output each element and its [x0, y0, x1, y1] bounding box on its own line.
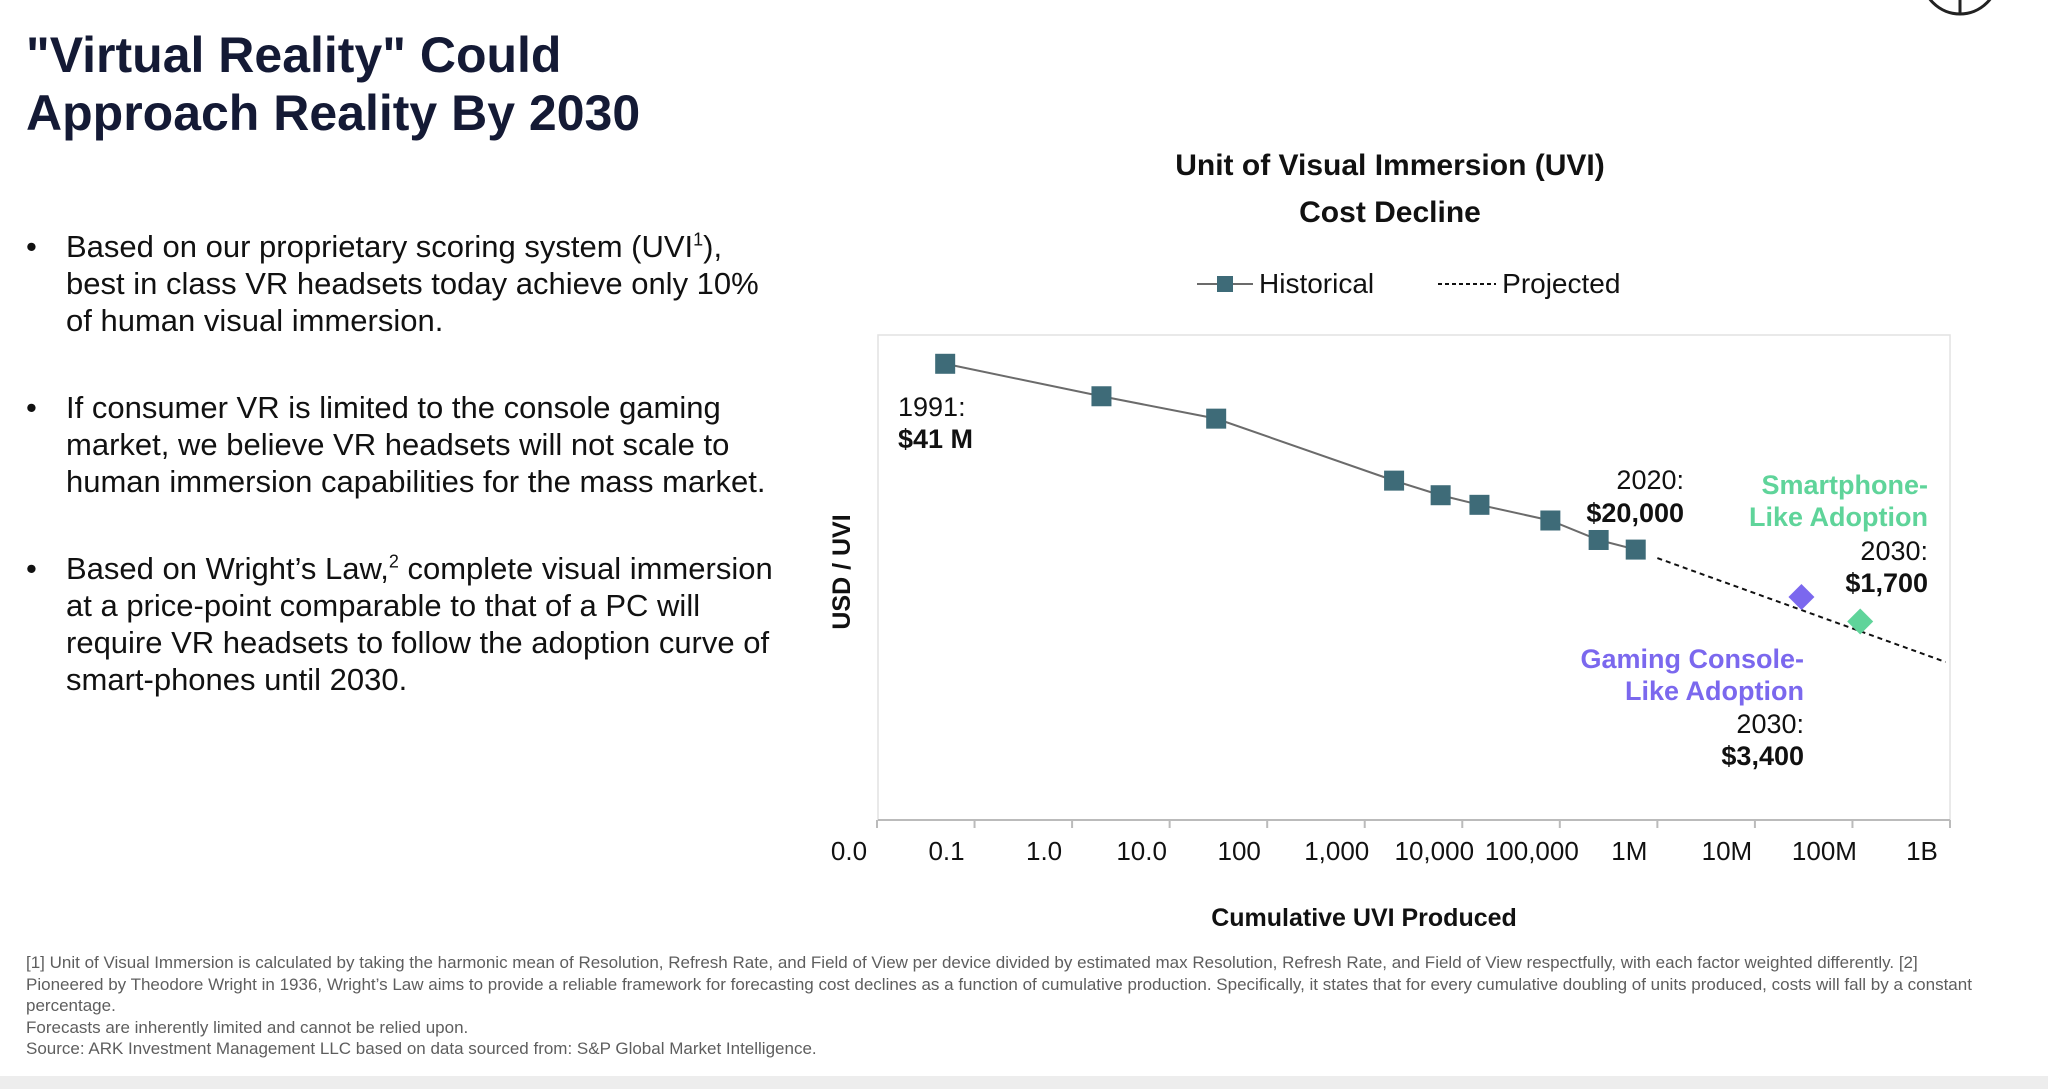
- annotation-smartphone-label: 2030:: [1860, 536, 1928, 566]
- slide-title-line-1: "Virtual Reality" Could: [26, 27, 562, 83]
- bullet-text-tail: complete visual immersion at a price-poi…: [66, 551, 773, 697]
- bullet-text: Based on our proprietary scoring system …: [66, 229, 694, 264]
- annotation-console-title-1: Gaming Console-: [1580, 644, 1804, 674]
- historical-point: [1091, 386, 1112, 407]
- legend-item-historical: Historical: [1195, 268, 1374, 300]
- bullet-item: • Based on our proprietary scoring syste…: [26, 228, 786, 339]
- x-tick-label: 10,000: [1395, 836, 1475, 866]
- x-tick-label: 100,000: [1485, 836, 1579, 866]
- annotation-2020-value: $20,000: [1586, 498, 1684, 528]
- historical-point: [1625, 539, 1646, 560]
- bullet-item: • Based on Wright’s Law,2 complete visua…: [26, 550, 786, 698]
- chart: 0.0 0.1 1.0 10.0 100 1,000 10,000 100,000 1M 10M 1…: [828, 334, 1951, 932]
- annotation-console-title-2: Like Adoption: [1625, 676, 1804, 706]
- footnote-source: Source: ARK Investment Management LLC ba…: [26, 1039, 817, 1058]
- x-tick-label: 1,000: [1304, 836, 1369, 866]
- historical-point: [1469, 494, 1490, 515]
- projected-line: [1657, 557, 1946, 663]
- footnotes: [1] Unit of Visual Immersion is calculat…: [26, 952, 1986, 1060]
- bullet-text: Based on Wright’s Law,: [66, 551, 389, 586]
- historical-point: [1588, 529, 1609, 550]
- bullet-text-tail: ), best in class VR headsets today achie…: [66, 229, 759, 338]
- footnote-ref: 1: [693, 229, 704, 250]
- bullet-list: • Based on our proprietary scoring syste…: [26, 228, 786, 748]
- x-tick-label: 1M: [1611, 836, 1647, 866]
- chart-title: Unit of Visual Immersion (UVI) Cost Decl…: [1090, 142, 1690, 236]
- historical-line: [944, 362, 1636, 551]
- bullet-text: If consumer VR is limited to the console…: [66, 390, 766, 499]
- footnote-disclaimer: Forecasts are inherently limited and can…: [26, 1017, 469, 1037]
- x-tick-label: 1.0: [1026, 836, 1062, 866]
- x-tick-label: 0.1: [928, 836, 964, 866]
- x-tick-label: 10.0: [1116, 836, 1167, 866]
- historical-point: [1430, 485, 1451, 506]
- x-tick-label: 10M: [1702, 836, 1753, 866]
- slide-title-line-2: Approach Reality By 2030: [26, 85, 641, 141]
- x-tick-label: 1B: [1906, 836, 1938, 866]
- historical-point: [1384, 470, 1405, 491]
- legend-historical-swatch: [1197, 276, 1253, 292]
- footnote-definitions: [1] Unit of Visual Immersion is calculat…: [26, 953, 1972, 1015]
- x-tick-label: 100M: [1792, 836, 1857, 866]
- x-tick-label: 100: [1217, 836, 1260, 866]
- annotation-console-value: $3,400: [1721, 741, 1804, 771]
- gaming-console-point: [1788, 583, 1815, 610]
- slide-title: "Virtual Reality" Could Approach Reality…: [26, 26, 786, 142]
- bullet-dot: •: [26, 551, 37, 586]
- annotation-smartphone-value: $1,700: [1845, 568, 1928, 598]
- bullet-dot: •: [26, 390, 37, 425]
- historical-point: [1206, 408, 1227, 429]
- x-tick-label: 0.0: [831, 836, 867, 866]
- footnote-ref: 2: [388, 551, 399, 572]
- bottom-bar: [0, 1076, 2048, 1089]
- chart-legend: Historical Projected: [1195, 266, 1682, 302]
- chart-title-line-2: Cost Decline: [1299, 196, 1481, 229]
- y-axis-title: USD / UVI: [828, 514, 856, 629]
- annotation-smartphone-title-1: Smartphone-: [1761, 470, 1928, 500]
- annotation-1991-label: 1991:: [898, 392, 966, 422]
- annotation-2020-label: 2020:: [1616, 465, 1684, 495]
- historical-point: [935, 353, 956, 374]
- brand-logo-icon: [1928, 0, 1992, 16]
- legend-item-projected: Projected: [1436, 268, 1620, 300]
- annotation-1991-value: $41 M: [898, 424, 973, 454]
- annotation-smartphone-title-2: Like Adoption: [1749, 502, 1928, 532]
- bullet-item: • If consumer VR is limited to the conso…: [26, 389, 786, 500]
- bullet-dot: •: [26, 229, 37, 264]
- legend-historical-label: Historical: [1259, 268, 1375, 299]
- annotation-console-label: 2030:: [1736, 709, 1804, 739]
- smartphone-point: [1847, 608, 1874, 635]
- legend-projected-label: Projected: [1502, 268, 1621, 299]
- historical-point: [1540, 510, 1561, 531]
- chart-title-line-1: Unit of Visual Immersion (UVI): [1175, 149, 1605, 182]
- legend-projected-swatch: [1438, 283, 1497, 285]
- x-axis-title: Cumulative UVI Produced: [1211, 904, 1517, 932]
